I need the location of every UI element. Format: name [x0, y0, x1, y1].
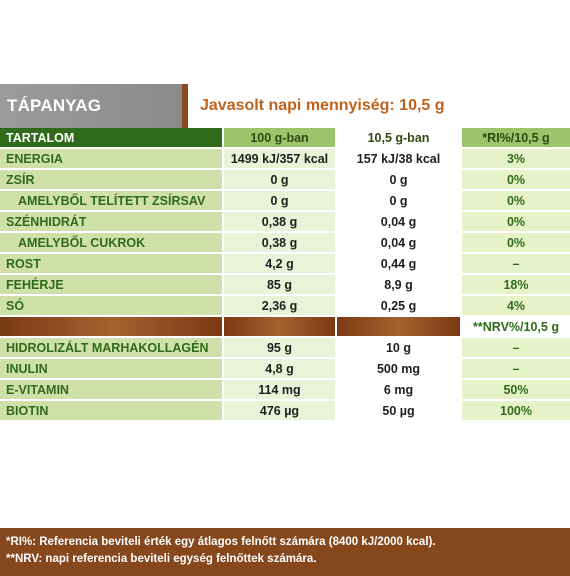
table-head-row: TARTALOM 100 g-ban 10,5 g-ban *RI%/10,5 …	[0, 128, 570, 149]
row-label: AMELYBŐL CUKROK	[0, 233, 224, 254]
value-per-100g: 0 g	[224, 170, 337, 191]
row-label: BIOTIN	[0, 401, 224, 422]
value-per-100g: 95 g	[224, 338, 337, 359]
value-per-100g: 85 g	[224, 275, 337, 296]
table-row: ENERGIA 1499 kJ/357 kcal 157 kJ/38 kcal …	[0, 149, 570, 170]
row-label: ENERGIA	[0, 149, 224, 170]
value-nrv-percent: 100%	[462, 401, 570, 422]
col-header-nrv: **NRV%/10,5 g	[462, 317, 570, 338]
nutrition-panel: TÁPANYAG TÁBLÁZAT Javasolt napi mennyisé…	[0, 84, 570, 576]
value-per-100g: 476 µg	[224, 401, 337, 422]
value-per-dose: 6 mg	[337, 380, 462, 401]
table-row: AMELYBŐL TELÍTETT ZSÍRSAV 0 g 0 g 0%	[0, 191, 570, 212]
col-header-ri: *RI%/10,5 g	[462, 128, 570, 149]
table-row: AMELYBŐL CUKROK 0,38 g 0,04 g 0%	[0, 233, 570, 254]
col-header-content: TARTALOM	[0, 128, 224, 149]
value-per-dose: 0,25 g	[337, 296, 462, 317]
value-per-dose: 8,9 g	[337, 275, 462, 296]
nutrition-table: TARTALOM 100 g-ban 10,5 g-ban *RI%/10,5 …	[0, 128, 570, 422]
value-nrv-percent: –	[462, 359, 570, 380]
value-ri-percent: 18%	[462, 275, 570, 296]
nrv-header-row: **NRV%/10,5 g	[0, 317, 570, 338]
value-per-dose: 0 g	[337, 170, 462, 191]
value-per-dose: 0,04 g	[337, 212, 462, 233]
table-row: E-VITAMIN 114 mg 6 mg 50%	[0, 380, 570, 401]
value-nrv-percent: –	[462, 338, 570, 359]
row-label: AMELYBŐL TELÍTETT ZSÍRSAV	[0, 191, 224, 212]
value-per-100g: 2,36 g	[224, 296, 337, 317]
row-label: E-VITAMIN	[0, 380, 224, 401]
footnote-ri: *RI%: Referencia beviteli érték egy átla…	[6, 536, 436, 548]
footnote-nrv: **NRV: napi referencia beviteli egység f…	[6, 553, 317, 565]
value-per-dose: 0,04 g	[337, 233, 462, 254]
value-ri-percent: 0%	[462, 233, 570, 254]
table-row: ROST 4,2 g 0,44 g –	[0, 254, 570, 275]
wood-spacer	[337, 317, 462, 338]
value-per-dose: 50 µg	[337, 401, 462, 422]
row-label: ROST	[0, 254, 224, 275]
table-row: BIOTIN 476 µg 50 µg 100%	[0, 401, 570, 422]
table-title: TÁPANYAG TÁBLÁZAT	[0, 84, 188, 159]
table-row: FEHÉRJE 85 g 8,9 g 18%	[0, 275, 570, 296]
row-label: INULIN	[0, 359, 224, 380]
table-row: INULIN 4,8 g 500 mg –	[0, 359, 570, 380]
value-ri-percent: 0%	[462, 170, 570, 191]
value-nrv-percent: 50%	[462, 380, 570, 401]
value-per-dose: 500 mg	[337, 359, 462, 380]
wood-spacer	[224, 317, 337, 338]
row-label: SÓ	[0, 296, 224, 317]
table-row: SÓ 2,36 g 0,25 g 4%	[0, 296, 570, 317]
table-row: ZSÍR 0 g 0 g 0%	[0, 170, 570, 191]
value-ri-percent: –	[462, 254, 570, 275]
row-label: HIDROLIZÁLT MARHAKOLLAGÉN	[0, 338, 224, 359]
value-per-100g: 114 mg	[224, 380, 337, 401]
col-header-per-100g: 100 g-ban	[224, 128, 337, 149]
value-per-dose: 0 g	[337, 191, 462, 212]
table-row: HIDROLIZÁLT MARHAKOLLAGÉN 95 g 10 g –	[0, 338, 570, 359]
table-header-band: TÁPANYAG TÁBLÁZAT Javasolt napi mennyisé…	[0, 84, 570, 159]
value-per-100g: 4,8 g	[224, 359, 337, 380]
value-per-100g: 1499 kJ/357 kcal	[224, 149, 337, 170]
footnotes: *RI%: Referencia beviteli érték egy átla…	[0, 528, 570, 576]
row-label: FEHÉRJE	[0, 275, 224, 296]
value-per-dose: 10 g	[337, 338, 462, 359]
value-per-dose: 157 kJ/38 kcal	[337, 149, 462, 170]
col-header-per-dose: 10,5 g-ban	[337, 128, 462, 149]
value-per-100g: 0 g	[224, 191, 337, 212]
wood-spacer	[0, 317, 224, 338]
value-per-dose: 0,44 g	[337, 254, 462, 275]
value-ri-percent: 4%	[462, 296, 570, 317]
value-per-100g: 0,38 g	[224, 233, 337, 254]
value-ri-percent: 0%	[462, 191, 570, 212]
value-ri-percent: 3%	[462, 149, 570, 170]
recommended-daily-dose: Javasolt napi mennyiség: 10,5 g	[200, 97, 445, 114]
value-per-100g: 4,2 g	[224, 254, 337, 275]
table-row: SZÉNHIDRÁT 0,38 g 0,04 g 0%	[0, 212, 570, 233]
value-ri-percent: 0%	[462, 212, 570, 233]
row-label: ZSÍR	[0, 170, 224, 191]
row-label: SZÉNHIDRÁT	[0, 212, 224, 233]
value-per-100g: 0,38 g	[224, 212, 337, 233]
